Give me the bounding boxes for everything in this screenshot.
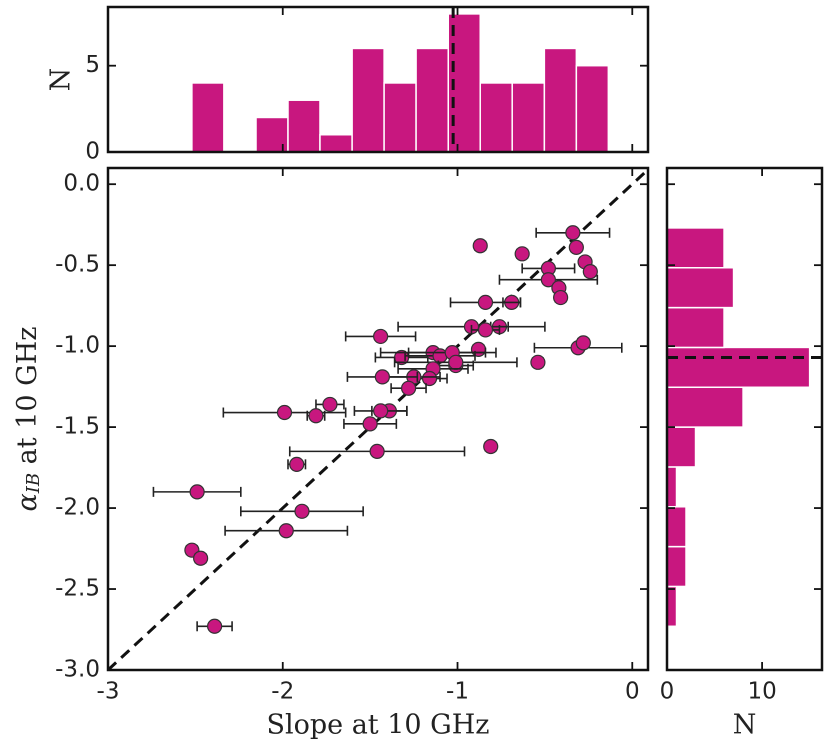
point: [374, 369, 390, 385]
x-tick-label: -3: [97, 679, 120, 705]
y-tick-label: 0.0: [63, 171, 100, 197]
y-tick-label: 5: [85, 52, 100, 78]
y-axis-label-sub: IB: [23, 473, 44, 494]
y-tick-label: -1.5: [55, 414, 100, 440]
point: [575, 335, 591, 351]
bar: [191, 82, 225, 153]
bar: [319, 133, 353, 153]
bar: [666, 585, 678, 628]
point: [477, 294, 494, 311]
point: [400, 380, 417, 396]
point: [421, 370, 438, 387]
bar: [479, 82, 513, 153]
point: [582, 264, 598, 280]
bar: [575, 64, 610, 153]
point: [553, 289, 569, 306]
x-tick-label: 10: [747, 679, 776, 705]
y-axis-label: αIB at 10 GHz: [12, 327, 45, 512]
bar: [666, 426, 697, 468]
y-tick-label: -0.5: [55, 252, 100, 278]
y-tick-label: -1.0: [55, 333, 100, 359]
point: [477, 322, 494, 338]
point: [483, 438, 499, 455]
frame: [106, 166, 650, 672]
point: [193, 550, 209, 566]
identity-line: [106, 168, 650, 672]
point: [472, 238, 488, 254]
bar: [666, 466, 678, 508]
y-axis-label: N: [46, 68, 77, 92]
bar: [666, 545, 687, 588]
point: [448, 354, 464, 370]
bar: [383, 82, 417, 153]
x-tick-label: -1: [446, 679, 469, 705]
bar: [543, 47, 578, 153]
bar: [511, 82, 546, 153]
point: [373, 403, 389, 419]
bar: [666, 306, 725, 349]
point: [369, 443, 385, 459]
bar: [351, 47, 385, 153]
bar: [287, 99, 321, 153]
point: [565, 225, 581, 241]
point: [276, 404, 293, 421]
x-tick-label: 0: [660, 679, 675, 705]
point: [294, 503, 310, 519]
y-tick-label: -2.0: [55, 495, 100, 521]
bar: [666, 346, 811, 389]
frame: [106, 5, 650, 154]
x-axis-label: N: [733, 710, 757, 741]
x-axis-label: Slope at 10 GHz: [266, 710, 489, 741]
x-tick-label: -2: [271, 679, 294, 705]
bar: [666, 267, 735, 309]
point: [373, 328, 389, 345]
point: [189, 484, 205, 500]
bar: [666, 386, 744, 428]
point: [540, 272, 556, 288]
point: [530, 354, 546, 370]
point: [289, 456, 305, 472]
y-tick-label: -2.5: [55, 576, 100, 602]
point: [207, 618, 223, 634]
y-tick-label: 0: [85, 139, 100, 165]
y-axis-label-rest: at 10 GHz: [12, 327, 43, 473]
point: [514, 246, 530, 262]
point: [308, 408, 324, 424]
bar: [666, 506, 687, 548]
y-tick-label: -3.0: [55, 657, 100, 683]
point: [568, 239, 584, 255]
frame: [665, 166, 824, 672]
point: [362, 416, 378, 432]
y-axis-label-symbol: α: [12, 493, 43, 511]
point: [322, 396, 338, 413]
point: [470, 341, 487, 357]
point: [278, 523, 294, 539]
bar: [666, 227, 725, 269]
x-tick-label: 0: [625, 679, 640, 705]
bar: [415, 47, 450, 153]
